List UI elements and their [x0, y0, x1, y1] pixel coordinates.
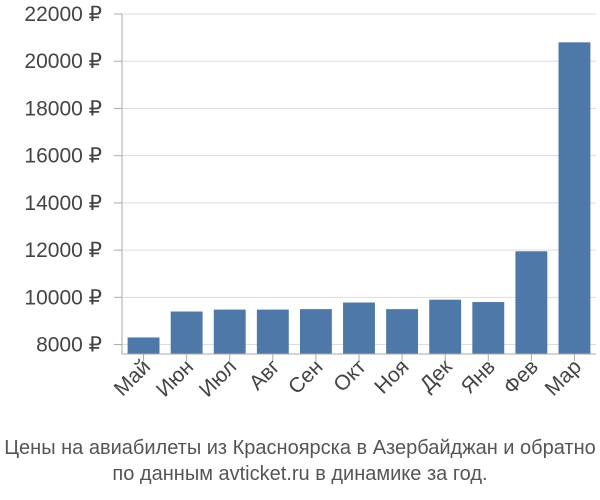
chart-caption-line-1: Цены на авиабилеты из Красноярска в Азер…: [4, 437, 596, 459]
y-tick-label: 12000 ₽: [24, 239, 102, 262]
x-tick-label: Авг: [245, 355, 285, 395]
x-tick-label: Ноя: [370, 355, 413, 398]
bar-3: [213, 309, 246, 354]
y-tick-label: 14000 ₽: [24, 192, 102, 215]
bar-9: [472, 302, 505, 354]
bar-6: [343, 302, 375, 354]
bar-2: [170, 311, 203, 354]
bar-11: [558, 42, 591, 354]
bar-7: [386, 309, 419, 354]
bar-5: [299, 309, 332, 354]
x-tick-label: Июн: [152, 355, 198, 401]
x-tick-label: Янв: [457, 355, 500, 398]
x-tick-label: Май: [110, 355, 155, 400]
x-tick-label: Мар: [541, 355, 586, 400]
bars: [127, 42, 591, 354]
y-tick-label: 10000 ₽: [24, 286, 102, 309]
x-tick-label: Дек: [416, 355, 458, 397]
bar-10: [515, 251, 548, 354]
axes: [114, 13, 596, 361]
y-tick-label: 20000 ₽: [24, 50, 102, 73]
x-tick-label: Окт: [329, 355, 371, 397]
y-tick-label: 18000 ₽: [24, 97, 102, 120]
bar-1: [127, 337, 160, 354]
bar-4: [256, 309, 289, 354]
y-tick-label: 8000 ₽: [36, 334, 102, 357]
x-tick-label: Июл: [195, 355, 241, 401]
y-tick-label: 22000 ₽: [24, 3, 102, 26]
y-tick-labels: 8000 ₽ 10000 ₽ 12000 ₽ 14000 ₽ 16000 ₽ 18000 …: [24, 3, 102, 357]
chart-caption-line-2: по данным avticket.ru в динамике за год.: [112, 463, 488, 485]
bar-8: [429, 299, 462, 354]
grid-lines: [122, 13, 596, 346]
y-tick-label: 16000 ₽: [24, 145, 102, 168]
x-tick-label: Фев: [499, 355, 543, 399]
x-tick-label: Сен: [284, 355, 327, 398]
